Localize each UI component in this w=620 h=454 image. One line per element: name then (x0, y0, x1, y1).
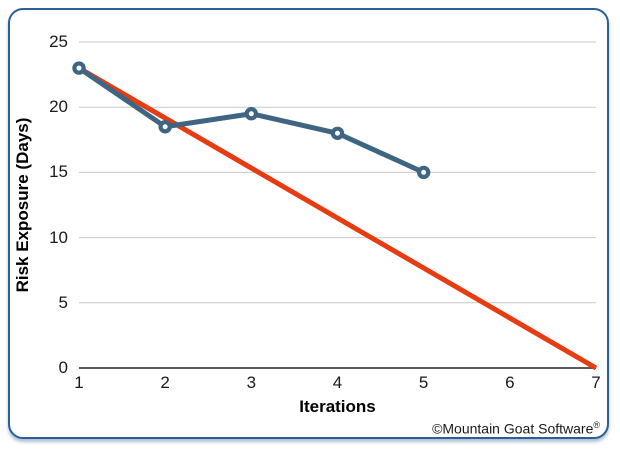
actual-risk-exposure-data-point (244, 107, 259, 121)
x-tick-label: 7 (591, 373, 601, 392)
copyright-text: ©Mountain Goat Software (432, 420, 594, 437)
x-axis-title: Iterations (299, 397, 376, 416)
y-axis-title: Risk Exposure (Days) (13, 117, 32, 293)
y-tick-label: 10 (49, 227, 68, 247)
actual-risk-exposure-data-point (72, 61, 86, 75)
y-tick-label: 25 (49, 32, 68, 51)
registered-trademark-symbol: ® (593, 420, 600, 430)
actual-risk-exposure-data-point (416, 165, 431, 180)
y-tick-label: 15 (49, 162, 68, 182)
x-tick-label: 6 (505, 373, 515, 392)
x-tick-label: 5 (418, 373, 429, 392)
ideal-risk-burndown-line (77, 65, 598, 371)
x-tick-label: 1 (74, 373, 84, 392)
x-tick-label: 2 (160, 373, 170, 392)
y-tick-label: 0 (58, 358, 68, 377)
x-tick-label: 4 (332, 373, 343, 392)
actual-risk-exposure-data-point (158, 120, 172, 134)
copyright-attribution: ©Mountain Goat Software® (432, 420, 600, 437)
actual-risk-exposure-data-point (330, 126, 345, 140)
x-tick-label: 3 (246, 373, 257, 392)
y-tick-label: 5 (58, 292, 68, 312)
y-tick-label: 20 (49, 97, 68, 117)
